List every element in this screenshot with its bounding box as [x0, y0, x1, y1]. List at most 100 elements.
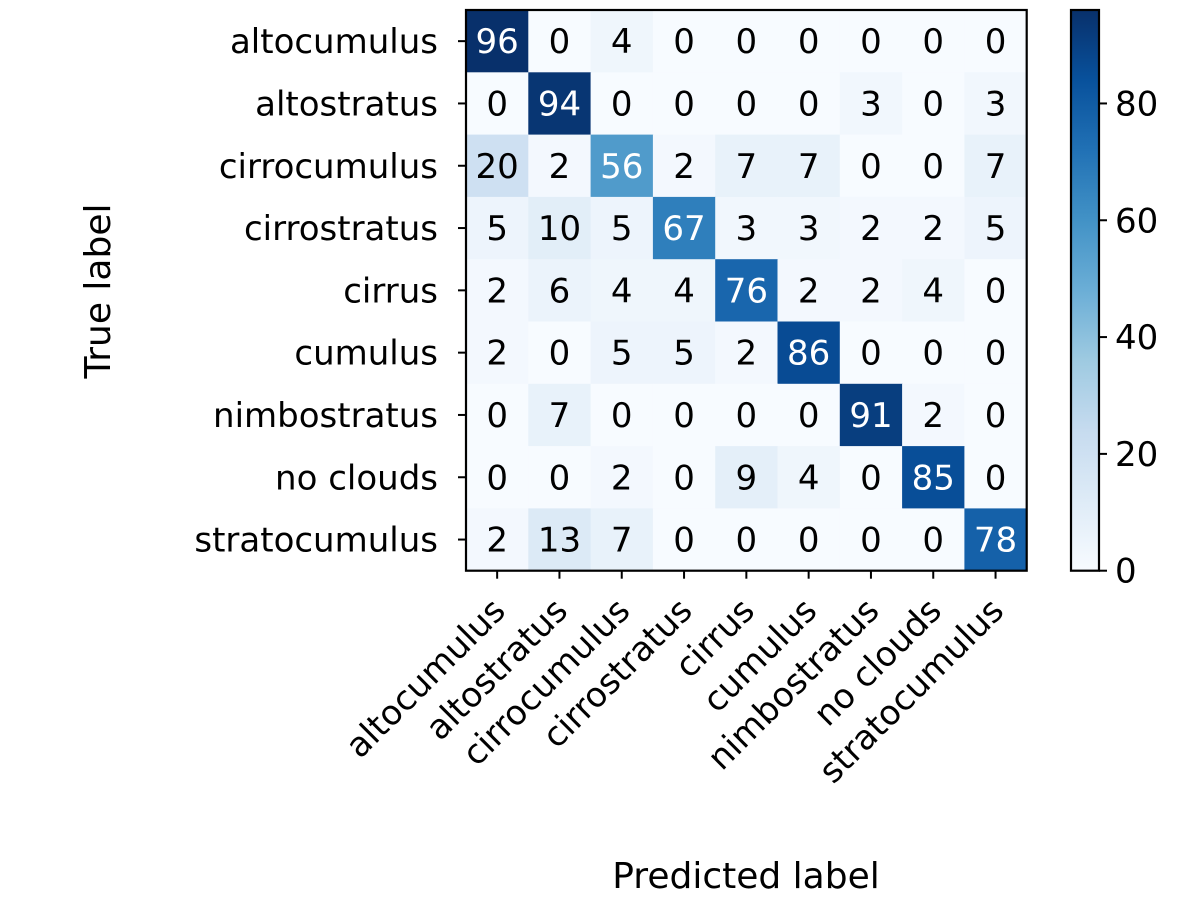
heatmap-cell [715, 383, 779, 447]
cell-value-label: 0 [736, 22, 758, 62]
heatmap-cell [652, 508, 716, 572]
cell-value-label: 67 [662, 209, 705, 249]
heatmap-cell [902, 134, 965, 198]
colorbar-tick-label: 60 [1115, 201, 1158, 241]
heatmap-cell [466, 259, 529, 323]
cell-value-label: 0 [985, 396, 1007, 436]
cell-value-label: 5 [611, 209, 633, 249]
cell-value-label: 2 [549, 147, 571, 187]
cell-value-label: 0 [985, 458, 1007, 498]
cell-value-labels: 96 0 4 0 0 0 0 0 00 94 0 0 0 0 3 0 320 2 56 2 7 7 0 0 75 10 5 67 3 3 2… [476, 22, 1018, 560]
heatmap-cell [466, 10, 529, 73]
heatmap-cell [777, 72, 841, 136]
heatmap-cell [528, 196, 592, 260]
colorbar-tick-label: 80 [1115, 84, 1158, 124]
cell-value-label: 2 [860, 209, 882, 249]
cell-value-label: 0 [611, 84, 633, 124]
heatmap-cell [466, 508, 529, 572]
heatmap-cell [715, 259, 779, 323]
cell-value-label: 0 [798, 84, 820, 124]
heatmap-cells [466, 10, 1028, 572]
cell-value-label: 20 [476, 147, 519, 187]
cell-value-label: 0 [922, 334, 944, 374]
cell-value-label: 0 [922, 521, 944, 561]
cell-value-label: 0 [922, 147, 944, 187]
cell-value-label: 0 [985, 334, 1007, 374]
cell-value-label: 0 [798, 521, 820, 561]
heatmap-cell [652, 134, 716, 198]
y-tick-label: altostratus [255, 84, 438, 124]
cell-value-label: 0 [922, 84, 944, 124]
heatmap-cell [466, 383, 529, 447]
y-tick-label: no clouds [275, 458, 438, 498]
cell-value-label: 0 [860, 334, 882, 374]
cell-value-label: 10 [538, 209, 581, 249]
heatmap-cell [466, 321, 529, 385]
cell-value-label: 5 [486, 209, 508, 249]
cell-value-label: 0 [486, 84, 508, 124]
heatmap-cell [964, 10, 1028, 73]
cell-value-label: 96 [476, 22, 519, 62]
heatmap-cell [528, 259, 592, 323]
cell-value-label: 0 [673, 22, 695, 62]
colorbar-frame [1069, 8, 1101, 572]
heatmap-cell [590, 72, 654, 136]
cell-value-label: 5 [611, 334, 633, 374]
cell-value-label: 3 [860, 84, 882, 124]
heatmap-cell [652, 321, 716, 385]
cell-value-label: 3 [985, 84, 1007, 124]
heatmap-cell [590, 259, 654, 323]
cell-value-label: 9 [736, 458, 758, 498]
heatmap-cell [777, 446, 841, 509]
heatmap-cell [777, 321, 841, 385]
cell-value-label: 0 [922, 22, 944, 62]
cell-value-label: 0 [736, 84, 758, 124]
cell-value-label: 4 [611, 22, 633, 62]
cell-value-label: 56 [600, 147, 643, 187]
y-tick-label: cirrus [343, 271, 438, 311]
y-tick-label: nimbostratus [213, 396, 438, 436]
colorbar-gradient [1071, 10, 1099, 571]
cell-value-label: 2 [922, 396, 944, 436]
heatmap-cell [902, 196, 965, 260]
heatmap-cell [466, 196, 529, 260]
heatmap-cell [839, 10, 903, 73]
x-axis: altocumulusaltostratuscirrocumuluscirros… [338, 570, 1012, 791]
cell-value-label: 2 [798, 271, 820, 311]
y-tick-label: cirrocumulus [219, 147, 438, 187]
heatmap-cell [964, 321, 1028, 385]
colorbar-tick-label: 20 [1115, 435, 1158, 475]
heatmap-cell [777, 259, 841, 323]
heatmap-cell [590, 10, 654, 73]
y-tick-label: altocumulus [230, 22, 438, 62]
y-tick-label: cumulus [294, 334, 438, 374]
cell-value-label: 0 [673, 396, 695, 436]
heatmap-cell [466, 72, 529, 136]
heatmap-cell [839, 446, 903, 509]
heatmap-cell [715, 446, 779, 509]
cell-value-label: 0 [486, 396, 508, 436]
heatmap-cell [964, 508, 1028, 572]
heatmap-cell [528, 446, 592, 509]
heatmap-cell [715, 508, 779, 572]
cell-value-label: 0 [486, 458, 508, 498]
y-tick-label: stratocumulus [194, 521, 438, 561]
cell-value-label: 7 [798, 147, 820, 187]
heatmap-cell [902, 72, 965, 136]
cell-value-label: 2 [860, 271, 882, 311]
cell-value-label: 7 [736, 147, 758, 187]
heatmap-cell [839, 196, 903, 260]
colorbar-ticks: 0 20 40 60 80 [1099, 84, 1158, 592]
cell-value-label: 86 [787, 334, 830, 374]
heatmap-cell [777, 134, 841, 198]
heatmap-cell [590, 508, 654, 572]
heatmap-cell [528, 134, 592, 198]
heatmap-cell [777, 10, 841, 73]
cell-value-label: 2 [736, 334, 758, 374]
heatmap-cell [839, 321, 903, 385]
heatmap-cell [590, 321, 654, 385]
heatmap-cell [964, 72, 1028, 136]
heatmap-cell [590, 446, 654, 509]
heatmap-cell [528, 10, 592, 73]
heatmap-cell [652, 446, 716, 509]
